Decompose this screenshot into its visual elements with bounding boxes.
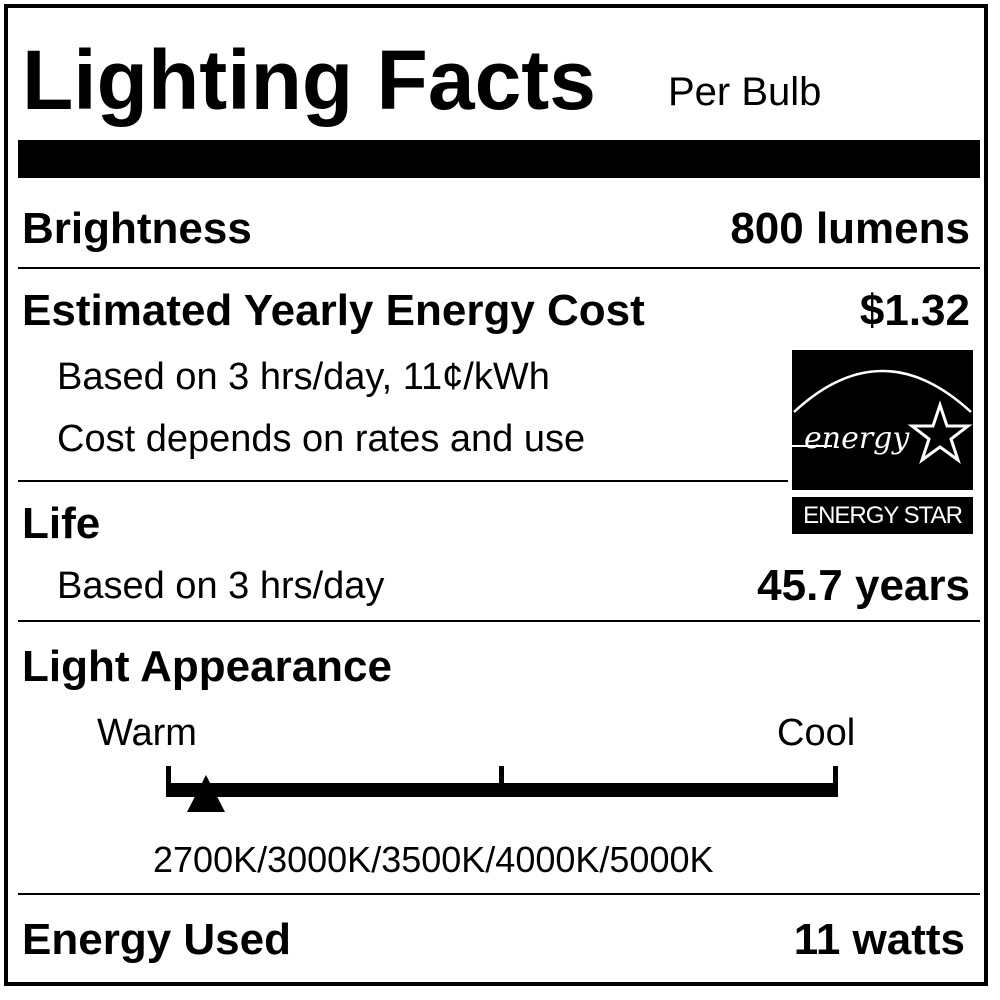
energy-cost-label: Estimated Yearly Energy Cost: [22, 286, 645, 335]
life-value: 45.7 years: [757, 561, 970, 610]
life-label: Life: [22, 499, 101, 548]
life-note: Based on 3 hrs/day: [57, 565, 385, 607]
divider: [18, 893, 980, 895]
color-temperature-scale-text: 2700K/3000K/3500K/4000K/5000K: [153, 839, 714, 880]
energy-star-logo: energy ENERGY STAR: [792, 350, 973, 534]
label-frame: [4, 4, 988, 986]
energy-used-value: 11 watts: [793, 915, 965, 964]
cool-label: Cool: [777, 712, 856, 754]
divider: [18, 620, 980, 622]
brightness-label: Brightness: [22, 204, 252, 253]
title-suffix: Per Bulb: [668, 70, 822, 114]
energy-star-icon: energy: [792, 350, 973, 490]
color-temperature-scale: [166, 766, 838, 816]
title-bar: [18, 140, 980, 178]
label-title: Lighting Facts: [22, 33, 596, 127]
light-appearance-label: Light Appearance: [22, 642, 392, 691]
energy-script: energy: [804, 421, 910, 456]
energy-star-label: ENERGY STAR: [792, 497, 973, 534]
energy-cost-note-1: Based on 3 hrs/day, 11¢/kWh: [57, 356, 550, 398]
energy-cost-value: $1.32: [859, 286, 970, 335]
divider: [18, 267, 980, 269]
warm-label: Warm: [97, 712, 197, 754]
brightness-value: 800 lumens: [730, 204, 970, 253]
color-temperature-marker-icon: [187, 775, 226, 812]
energy-used-label: Energy Used: [22, 915, 291, 964]
divider: [18, 480, 788, 482]
energy-cost-note-2: Cost depends on rates and use: [57, 418, 586, 460]
